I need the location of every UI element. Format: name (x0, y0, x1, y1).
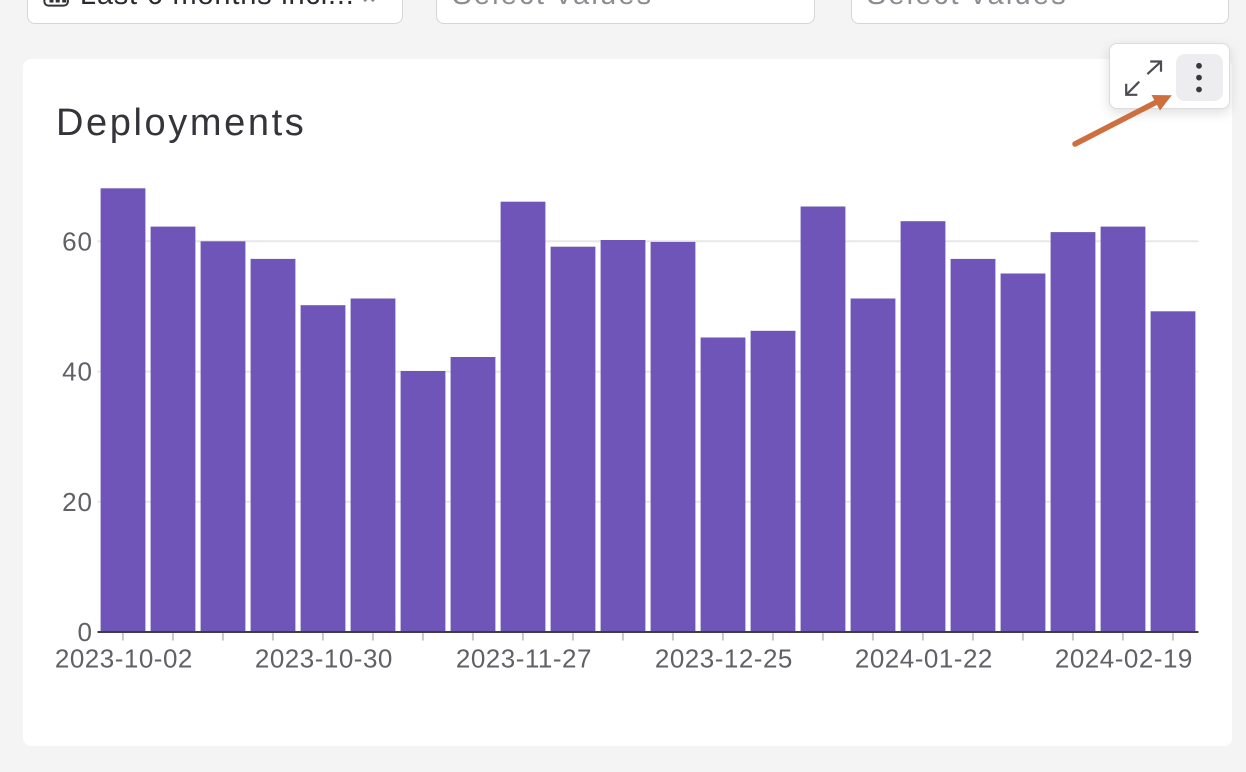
svg-text:2024-02-19: 2024-02-19 (1055, 644, 1193, 674)
svg-text:Select values: Select values (867, 0, 1068, 11)
svg-text:40: 40 (62, 357, 93, 387)
svg-text:2023-11-27: 2023-11-27 (456, 644, 592, 674)
svg-text:2023-12-25: 2023-12-25 (655, 644, 793, 674)
svg-text:2023-10-30: 2023-10-30 (255, 644, 393, 674)
svg-text:Last 6 months incl...: Last 6 months incl... (80, 0, 355, 11)
svg-text:0: 0 (78, 617, 93, 647)
svg-text:Select values: Select values (452, 0, 653, 11)
svg-text:60: 60 (62, 226, 93, 256)
svg-text:20: 20 (62, 487, 93, 517)
svg-text:2024-01-22: 2024-01-22 (855, 644, 993, 674)
svg-text:2023-10-02: 2023-10-02 (55, 644, 193, 674)
